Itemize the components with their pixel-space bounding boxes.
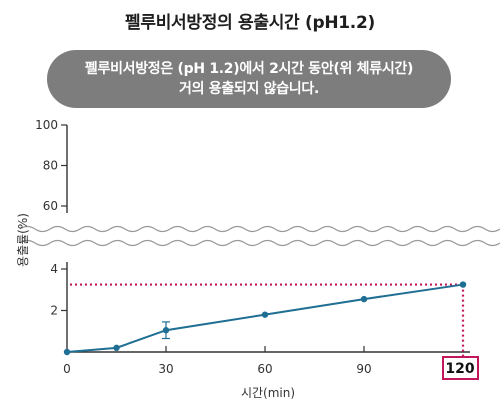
axis-break-wave-top — [19, 225, 500, 233]
axis-break-wave-bottom — [19, 239, 500, 247]
banner-line-2: 거의 용출되지 않습니다. — [179, 81, 319, 97]
data-point-0 — [63, 348, 71, 356]
x-axis-title: 시간(min) — [241, 386, 295, 400]
banner-line-1: 펠루비서방정은 (pH 1.2)에서 2시간 동안(위 체류시간) — [84, 61, 414, 77]
x-tick-label-60: 60 — [257, 362, 272, 376]
y-tick-label-2: 2 — [50, 304, 58, 318]
info-banner: 펠루비서방정은 (pH 1.2)에서 2시간 동안(위 체류시간) 거의 용출되… — [47, 50, 451, 108]
x-highlight-box — [442, 356, 479, 380]
data-point-60 — [261, 311, 269, 318]
y-axis-title: 용출률(%) — [16, 213, 30, 267]
x-tick-label-90: 90 — [356, 362, 371, 376]
x-tick-label-30: 30 — [158, 362, 173, 376]
data-point-30 — [162, 327, 170, 334]
y-tick-label-60: 60 — [43, 199, 58, 213]
data-point-90 — [360, 295, 368, 303]
chart-title: 펠루비서방정의 용출시간 (pH1.2) — [125, 13, 375, 33]
data-point-15 — [113, 344, 120, 352]
y-tick-label-100: 100 — [35, 118, 58, 132]
x-tick-label-0: 0 — [63, 362, 71, 376]
y-tick-label-4: 4 — [50, 262, 58, 276]
series-line-0 — [66, 283, 464, 353]
data-point-120 — [459, 281, 467, 288]
x-highlight-label: 120 — [445, 361, 474, 377]
axis-break-waves — [19, 225, 500, 247]
y-tick-label-80: 80 — [43, 159, 58, 173]
